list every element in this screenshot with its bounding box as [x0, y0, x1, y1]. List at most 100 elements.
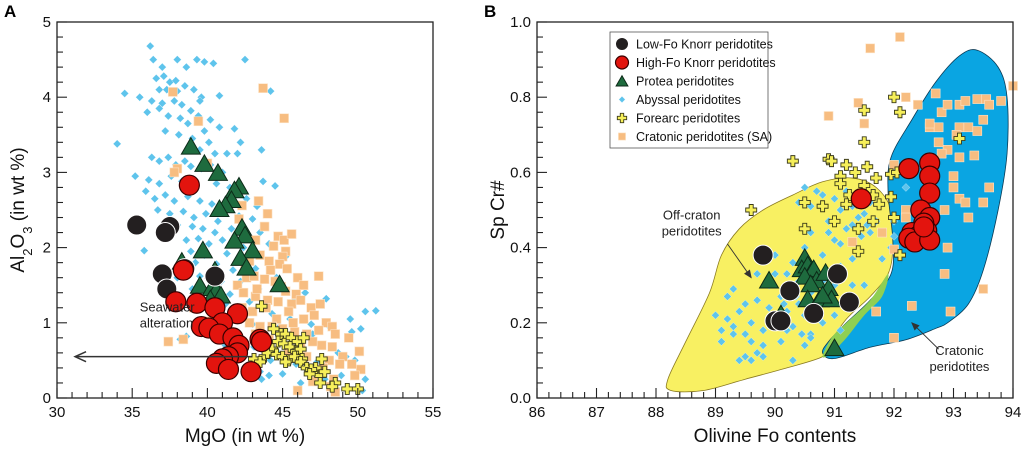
x-tick-label: 88: [648, 404, 665, 421]
point-forearc-peridotites: [888, 211, 900, 224]
point-abyssal-peridotites: [758, 326, 768, 335]
point-high-fo-knorr-peridotites: [850, 188, 872, 210]
point-low-fo-knorr-peridotites: [803, 302, 825, 324]
x-tick-label: 86: [529, 404, 546, 421]
annotation-text: peridotites: [662, 223, 722, 238]
point-forearc-peridotites: [858, 104, 871, 117]
point-abyssal-peridotites: [177, 100, 187, 109]
point-cratonic-peridotites-sa: [343, 333, 354, 343]
point-abyssal-peridotites: [215, 123, 224, 132]
point-low-fo-knorr-peridotites: [204, 265, 226, 287]
series-protea-peridotites: [758, 247, 845, 357]
point-abyssal-peridotites: [158, 99, 167, 108]
point-forearc-peridotites: [254, 355, 266, 368]
point-cratonic-peridotites-sa: [972, 94, 983, 104]
legend-label: Cratonic peridotites (SA): [636, 130, 772, 144]
point-cratonic-peridotites-sa: [936, 107, 947, 118]
point-forearc-peridotites: [852, 245, 865, 258]
point-cratonic-peridotites-sa: [960, 197, 971, 208]
point-abyssal-peridotites: [149, 55, 158, 64]
point-protea-peridotites: [812, 285, 833, 304]
point-abyssal-peridotites: [361, 307, 370, 316]
point-cratonic-peridotites-sa: [978, 114, 989, 125]
point-cratonic-peridotites-sa: [315, 299, 326, 309]
point-abyssal-peridotites: [210, 228, 220, 237]
point-protea-peridotites: [234, 225, 256, 244]
point-high-fo-knorr-peridotites: [913, 216, 935, 238]
x-tick-label: 40: [199, 404, 216, 421]
x-axis-title-b: Olivine Fo contents: [694, 426, 857, 447]
point-cratonic-peridotites-sa: [889, 244, 899, 255]
point-abyssal-peridotites: [228, 265, 238, 275]
point-abyssal-peridotites: [212, 179, 221, 188]
point-abyssal-peridotites: [186, 106, 196, 115]
point-abyssal-peridotites: [171, 76, 181, 85]
point-cratonic-peridotites-sa: [349, 370, 360, 381]
panel-b: B 86 87 88 89 90 91 92 93 94 0.0 0.2 0.4 0.6 0.8 1.0 O…: [484, 2, 1021, 447]
point-high-fo-knorr-peridotites: [178, 174, 200, 196]
point-forearc-peridotites: [825, 155, 838, 168]
point-abyssal-peridotites: [201, 209, 211, 218]
y-axis-title-b: Sp Cr#: [488, 180, 509, 240]
legend-marker-forearc-peridotites: [616, 112, 628, 124]
x-tick-label: 92: [886, 404, 903, 421]
point-cratonic-peridotites-sa: [939, 205, 950, 215]
point-abyssal-peridotites: [180, 81, 190, 91]
point-abyssal-peridotites: [729, 329, 738, 339]
point-cratonic-peridotites-sa: [346, 359, 357, 369]
point-abyssal-peridotites: [120, 89, 129, 98]
point-abyssal-peridotites: [782, 269, 792, 279]
point-high-fo-knorr-peridotites: [165, 291, 187, 313]
point-cratonic-peridotites-sa: [313, 325, 324, 336]
point-abyssal-peridotites: [258, 177, 268, 186]
point-abyssal-peridotites: [764, 303, 774, 312]
point-cratonic-peridotites-sa: [334, 359, 345, 369]
point-abyssal-peridotites: [147, 96, 156, 106]
point-abyssal-peridotites: [264, 371, 274, 380]
point-abyssal-peridotites: [140, 246, 149, 255]
point-abyssal-peridotites: [236, 138, 245, 147]
point-cratonic-peridotites-sa: [945, 306, 956, 317]
point-abyssal-peridotites: [170, 196, 179, 206]
point-abyssal-peridotites: [164, 111, 173, 121]
point-abyssal-peridotites: [337, 371, 346, 380]
point-forearc-peridotites: [255, 300, 268, 313]
point-cratonic-peridotites-sa: [954, 152, 965, 163]
point-abyssal-peridotites: [204, 239, 214, 249]
point-cratonic-peridotites-sa: [330, 329, 341, 339]
point-cratonic-peridotites-sa: [163, 336, 174, 347]
x-tick-label: 55: [425, 404, 442, 421]
point-abyssal-peridotites: [800, 183, 809, 192]
annotation-arrow-head: [911, 322, 920, 331]
point-abyssal-peridotites: [723, 314, 732, 324]
point-cratonic-peridotites-sa: [282, 263, 292, 274]
point-high-fo-knorr-peridotites: [217, 358, 240, 381]
point-cratonic-peridotites-sa: [963, 122, 974, 133]
x-tick-label: 90: [767, 404, 784, 421]
point-cratonic-peridotites-sa: [924, 118, 935, 129]
point-high-fo-knorr-peridotites: [250, 331, 273, 353]
point-forearc-peridotites: [888, 91, 900, 104]
point-abyssal-peridotites: [188, 222, 197, 231]
point-abyssal-peridotites: [818, 250, 827, 260]
x-tick-label: 94: [1005, 404, 1022, 421]
point-cratonic-peridotites-sa: [298, 314, 309, 324]
point-abyssal-peridotites: [165, 77, 175, 87]
point-low-fo-knorr-peridotites: [752, 244, 774, 266]
point-abyssal-peridotites: [741, 299, 750, 309]
point-abyssal-peridotites: [112, 139, 122, 149]
point-cratonic-peridotites-sa: [984, 99, 995, 110]
annotation-text: Off-craton: [663, 207, 721, 222]
point-abyssal-peridotites: [200, 57, 209, 67]
point-forearc-peridotites: [873, 198, 886, 211]
point-cratonic-peridotites-sa: [823, 111, 834, 121]
panel-label-a: A: [4, 2, 16, 21]
point-abyssal-peridotites: [189, 213, 199, 222]
point-forearc-peridotites: [816, 200, 829, 213]
point-forearc-peridotites: [341, 383, 354, 395]
point-abyssal-peridotites: [735, 307, 744, 316]
point-abyssal-peridotites: [752, 348, 762, 358]
y-tick-label: 0.8: [510, 89, 531, 106]
